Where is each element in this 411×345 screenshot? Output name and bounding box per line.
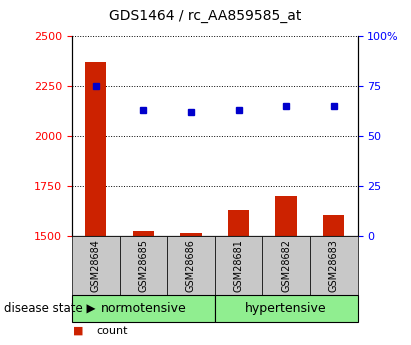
Bar bbox=[310, 236, 358, 295]
Text: ■: ■ bbox=[73, 326, 83, 336]
Text: GDS1464 / rc_AA859585_at: GDS1464 / rc_AA859585_at bbox=[109, 9, 302, 23]
Text: GSM28682: GSM28682 bbox=[281, 239, 291, 292]
Bar bbox=[228, 210, 249, 236]
Text: normotensive: normotensive bbox=[100, 302, 186, 315]
Bar bbox=[275, 196, 297, 236]
Text: GSM28685: GSM28685 bbox=[139, 239, 148, 292]
Bar bbox=[167, 236, 215, 295]
Text: GSM28686: GSM28686 bbox=[186, 239, 196, 292]
Text: disease state ▶: disease state ▶ bbox=[4, 302, 96, 315]
Bar bbox=[180, 233, 202, 236]
Text: GSM28683: GSM28683 bbox=[329, 239, 339, 292]
Bar bbox=[120, 236, 167, 295]
Bar bbox=[215, 295, 358, 322]
Bar bbox=[72, 236, 120, 295]
Text: count: count bbox=[97, 326, 128, 336]
Text: hypertensive: hypertensive bbox=[245, 302, 327, 315]
Bar bbox=[72, 295, 215, 322]
Bar bbox=[133, 231, 154, 236]
Text: GSM28681: GSM28681 bbox=[233, 239, 244, 292]
Bar bbox=[262, 236, 310, 295]
Bar bbox=[85, 62, 106, 236]
Bar bbox=[215, 236, 262, 295]
Bar bbox=[323, 215, 344, 236]
Text: GSM28684: GSM28684 bbox=[91, 239, 101, 292]
